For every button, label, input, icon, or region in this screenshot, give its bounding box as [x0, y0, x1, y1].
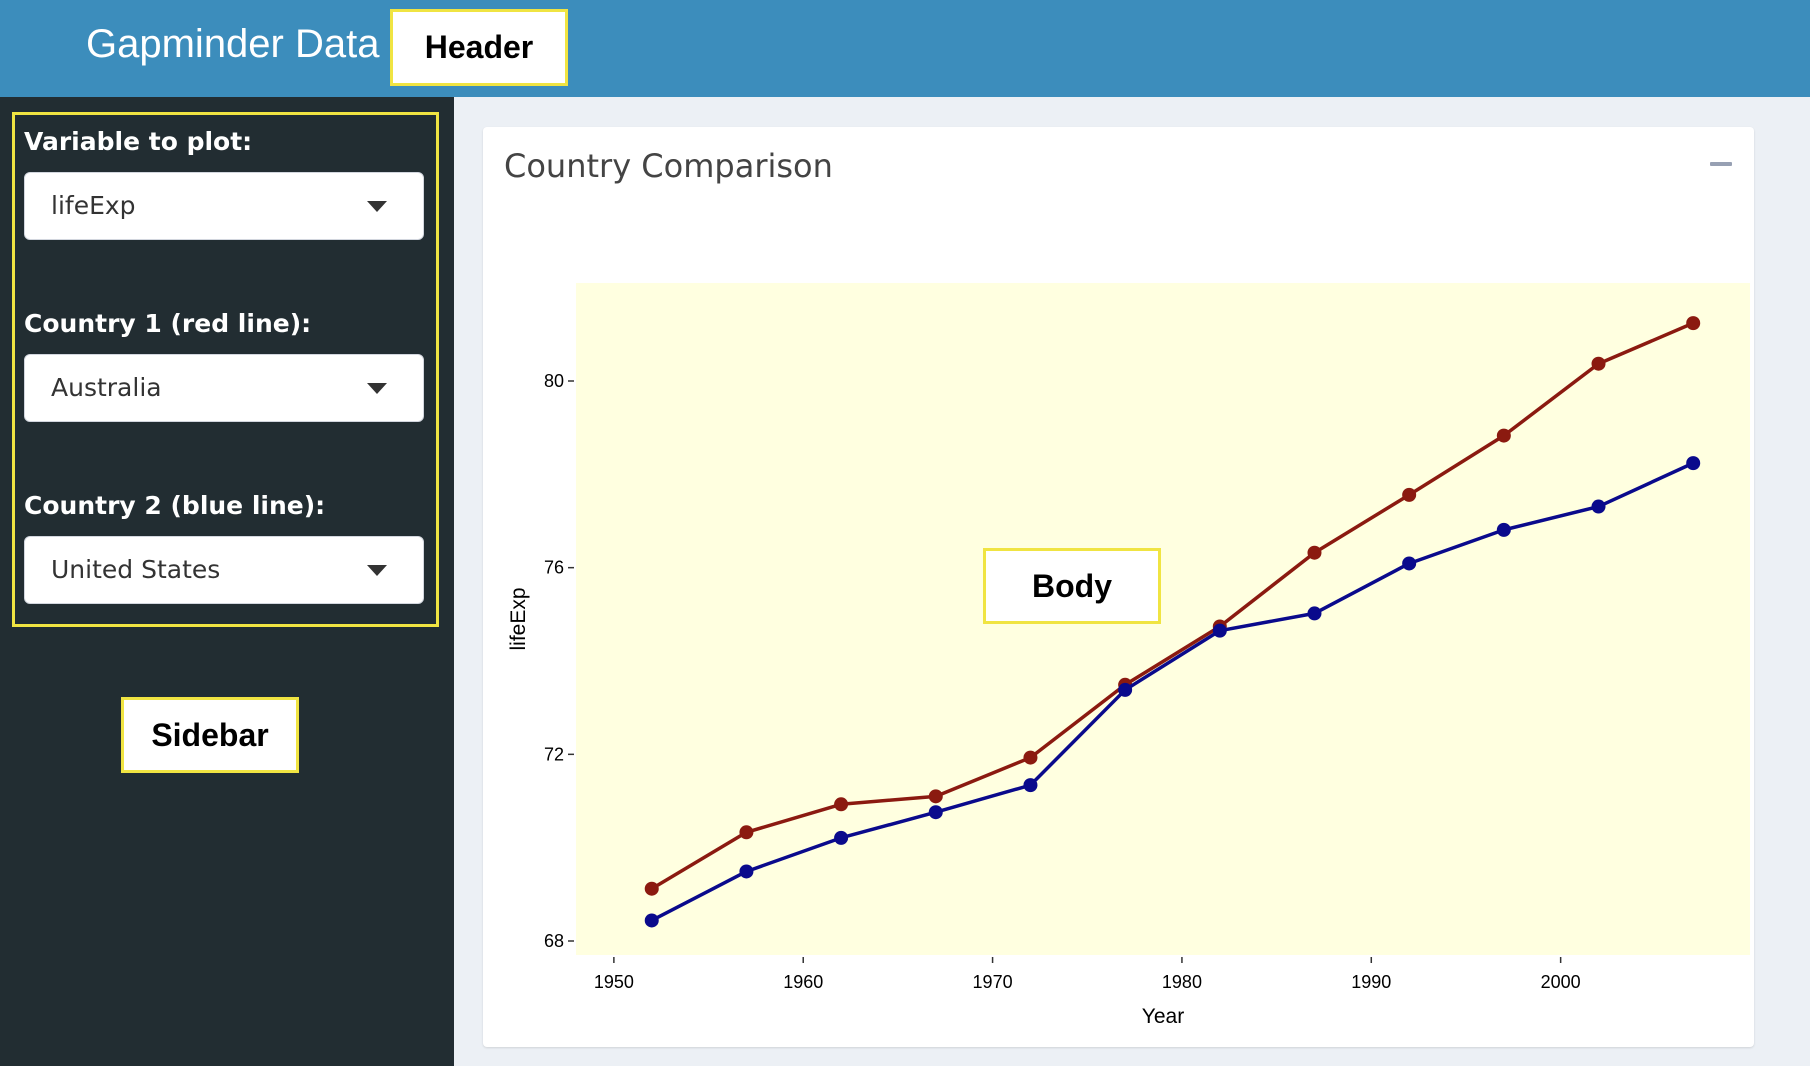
data-point	[1023, 750, 1038, 765]
data-point	[834, 797, 849, 812]
series-line	[650, 321, 1694, 891]
chevron-down-icon	[367, 383, 387, 394]
data-point	[834, 830, 849, 845]
variable-select-value: lifeExp	[51, 191, 136, 220]
x-tick-label: 1970	[973, 972, 1013, 992]
y-tick-label: 80	[544, 371, 564, 391]
data-point	[1402, 487, 1417, 502]
y-axis-title: lifeExp	[507, 587, 530, 650]
data-point	[1496, 522, 1511, 537]
data-point	[644, 881, 659, 896]
sidebar: Variable to plot: lifeExp Country 1 (red…	[0, 97, 454, 1066]
minus-icon[interactable]	[1710, 162, 1732, 166]
data-point	[644, 913, 659, 928]
y-tick-label: 72	[544, 744, 564, 764]
data-point	[1212, 623, 1227, 638]
x-tick-label: 2000	[1541, 972, 1581, 992]
x-axis: 1950 1960 1970 1980 1990 2000	[594, 957, 1581, 992]
series-layer	[644, 316, 1701, 928]
data-point	[739, 864, 754, 879]
data-point	[739, 825, 754, 840]
data-point	[1591, 499, 1606, 514]
y-tick-label: 76	[544, 558, 564, 578]
chevron-down-icon	[367, 565, 387, 576]
data-point	[1402, 556, 1417, 571]
country2-select-value: United States	[51, 555, 221, 584]
x-tick-label: 1990	[1351, 972, 1391, 992]
data-point	[1307, 606, 1322, 621]
country2-select[interactable]: United States	[24, 536, 424, 604]
data-point	[928, 805, 943, 820]
variable-select[interactable]: lifeExp	[24, 172, 424, 240]
body-callout: Body	[983, 548, 1161, 624]
sidebar-inputs-box	[12, 112, 439, 627]
data-point	[1686, 316, 1701, 331]
data-point	[1023, 778, 1038, 793]
data-point	[1307, 545, 1322, 560]
data-point	[1118, 682, 1133, 697]
y-axis: 68 72 76 80	[544, 371, 574, 951]
x-tick-label: 1980	[1162, 972, 1202, 992]
chevron-down-icon	[367, 201, 387, 212]
y-tick-label: 68	[544, 931, 564, 951]
sidebar-callout: Sidebar	[121, 697, 299, 773]
header-callout: Header	[390, 9, 568, 86]
box-title: Country Comparison	[504, 147, 833, 185]
data-point	[1686, 456, 1701, 471]
series-2	[644, 456, 1701, 928]
data-point	[928, 789, 943, 804]
variable-label: Variable to plot:	[24, 127, 253, 156]
country2-label: Country 2 (blue line):	[24, 491, 326, 520]
data-point	[1496, 428, 1511, 443]
country1-label: Country 1 (red line):	[24, 309, 312, 338]
country1-select-value: Australia	[51, 373, 162, 402]
x-tick-label: 1950	[594, 972, 634, 992]
series-line	[650, 461, 1694, 923]
plot-background	[576, 283, 1750, 955]
brand-title: Gapminder Data	[86, 22, 380, 66]
x-axis-title: Year	[1142, 1005, 1184, 1028]
data-point	[1591, 356, 1606, 371]
header-bar: Gapminder Data	[0, 0, 1810, 97]
x-tick-label: 1960	[783, 972, 823, 992]
country1-select[interactable]: Australia	[24, 354, 424, 422]
